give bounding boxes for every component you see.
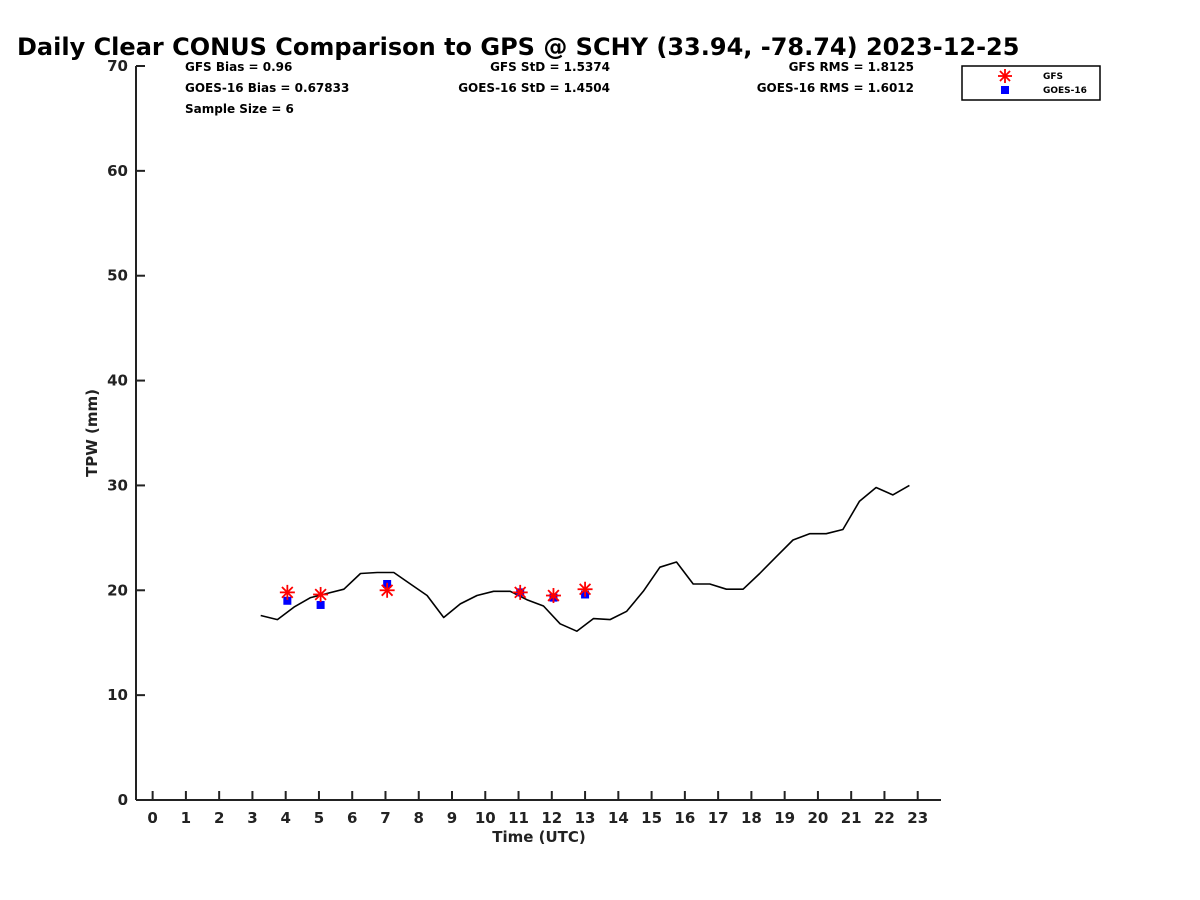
gfs-point [545,588,561,604]
gfs-std-stat: GFS StD = 1.5374 [490,60,610,74]
x-tick-label: 9 [447,809,457,827]
x-tick-label: 1 [181,809,191,827]
y-axis-label: TPW (mm) [83,389,101,477]
x-tick-label: 10 [475,809,496,827]
x-tick-label: 5 [314,809,324,827]
chart-title: Daily Clear CONUS Comparison to GPS @ SC… [17,33,1019,61]
gfs-points [279,581,593,604]
gfs-point [512,584,528,600]
x-tick-label: 13 [575,809,596,827]
legend-goes-label: GOES-16 [1043,86,1087,96]
legend-gfs-label: GFS [1043,72,1063,82]
x-tick-label: 16 [674,809,695,827]
y-tick-label: 0 [118,791,128,809]
x-tick-label: 0 [147,809,157,827]
x-tick-label: 14 [608,809,629,827]
x-tick-label: 6 [347,809,357,827]
goes-rms-stat: GOES-16 RMS = 1.6012 [757,81,914,95]
sample-size-stat: Sample Size = 6 [185,102,294,116]
goes-std-stat: GOES-16 StD = 1.4504 [458,81,610,95]
x-axis-label: Time (UTC) [492,828,586,846]
legend-gfs-asterisk [998,69,1012,83]
x-tick-label: 7 [380,809,390,827]
y-tick-label: 70 [107,57,128,75]
x-tick-label: 20 [807,809,828,827]
y-tick-label: 20 [107,581,128,599]
x-tick-label: 15 [641,809,662,827]
gps-series-line [260,484,910,633]
x-tick-label: 12 [541,809,562,827]
x-tick-label: 23 [907,809,928,827]
y-tick-label: 40 [107,372,128,390]
y-tick-label: 10 [107,686,128,704]
x-tick-label: 4 [280,809,290,827]
legend-box [961,65,1101,101]
y-tick-label: 50 [107,267,128,285]
y-tick-label: 60 [107,162,128,180]
stats-block: GFS Bias = 0.96 GOES-16 Bias = 0.67833 S… [185,60,914,116]
gfs-rms-stat: GFS RMS = 1.8125 [789,60,914,74]
x-tick-label: 18 [741,809,762,827]
x-tick-label: 22 [874,809,895,827]
x-tick-label: 19 [774,809,795,827]
goes-16-points [283,579,590,609]
goes-bias-stat: GOES-16 Bias = 0.67833 [185,81,349,95]
legend-gfs-marker [998,69,1012,83]
x-tick-label: 2 [214,809,224,827]
gfs-point [577,581,593,597]
y-tick-label: 30 [107,476,128,494]
x-tick-label: 17 [708,809,729,827]
legend-goes-marker [1001,86,1009,94]
gfs-point [279,584,295,600]
gfs-point [313,586,329,602]
x-tick-label: 21 [841,809,862,827]
x-tick-label: 11 [508,809,529,827]
goes-16-point [316,600,325,609]
legend: GFS GOES-16 [961,65,1101,101]
x-tick-label: 3 [247,809,257,827]
gps-line [260,484,910,633]
gfs-bias-stat: GFS Bias = 0.96 [185,60,292,74]
gfs-point [379,582,395,598]
goes-16-point [283,596,292,605]
x-tick-label: 8 [414,809,424,827]
